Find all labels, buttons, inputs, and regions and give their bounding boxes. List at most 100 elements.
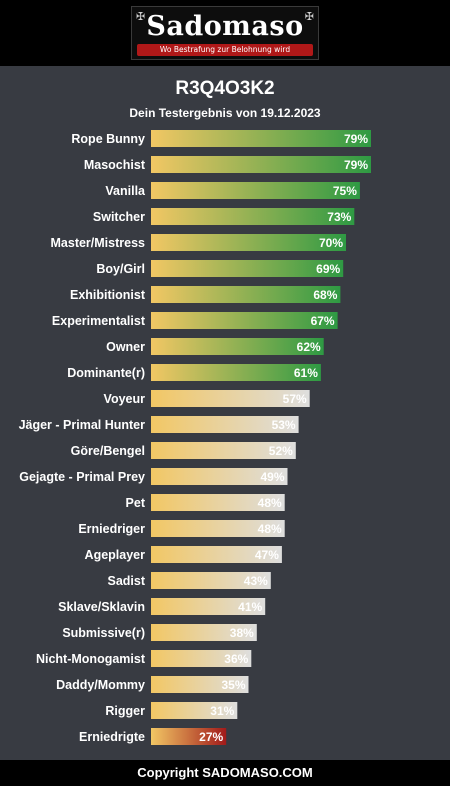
- value-label: 68%: [313, 288, 337, 302]
- category-label: Vanilla: [105, 184, 146, 198]
- chart-row: Sklave/Sklavin 41%: [58, 598, 266, 615]
- value-label: 69%: [316, 262, 340, 276]
- bar: [151, 286, 341, 303]
- bar: [151, 650, 252, 667]
- category-label: Sklave/Sklavin: [58, 600, 145, 614]
- copyright-footer: Copyright SADOMASO.COM: [0, 760, 450, 786]
- value-label: 70%: [319, 236, 343, 250]
- category-label: Göre/Bengel: [71, 444, 145, 458]
- category-label: Switcher: [93, 210, 145, 224]
- value-label: 43%: [244, 574, 268, 588]
- bar: [151, 338, 324, 355]
- category-label: Pet: [126, 496, 146, 510]
- chart-row: Erniedriger 48%: [78, 520, 285, 537]
- category-label: Gejagte - Primal Prey: [19, 470, 145, 484]
- category-label: Nicht-Monogamist: [36, 652, 146, 666]
- bar: [151, 546, 282, 563]
- category-label: Ageplayer: [85, 548, 146, 562]
- chart-row: Exhibitionist 68%: [70, 286, 341, 303]
- value-label: 67%: [311, 314, 335, 328]
- result-subtitle: Dein Testergebnis von 19.12.2023: [129, 106, 321, 120]
- value-label: 57%: [283, 392, 307, 406]
- chart-row: Rope Bunny 79%: [71, 130, 371, 147]
- value-label: 53%: [272, 418, 296, 432]
- value-label: 38%: [230, 626, 254, 640]
- chart-row: Erniedrigte 27%: [79, 728, 227, 745]
- category-label: Rope Bunny: [71, 132, 145, 146]
- category-label: Submissive(r): [62, 626, 145, 640]
- chart-row: Jäger - Primal Hunter 53%: [19, 416, 299, 433]
- bar: [151, 234, 346, 251]
- value-label: 61%: [294, 366, 318, 380]
- value-label: 41%: [238, 600, 262, 614]
- bar: [151, 598, 266, 615]
- bar: [151, 260, 344, 277]
- bar: [151, 520, 285, 537]
- value-label: 73%: [327, 210, 351, 224]
- category-label: Erniedriger: [78, 522, 145, 536]
- chart-row: Switcher 73%: [93, 208, 355, 225]
- chart-row: Ageplayer 47%: [85, 546, 282, 563]
- bar: [151, 572, 271, 589]
- value-label: 52%: [269, 444, 293, 458]
- value-label: 27%: [199, 730, 223, 744]
- value-label: 48%: [258, 496, 282, 510]
- site-logo[interactable]: ✠ ✠ Sadomaso Wo Bestrafung zur Belohnung…: [131, 6, 319, 60]
- bar: [151, 442, 296, 459]
- bar: [151, 130, 371, 147]
- bar: [151, 468, 288, 485]
- chart-row: Boy/Girl 69%: [96, 260, 344, 277]
- chart-row: Experimentalist 67%: [52, 312, 338, 329]
- chart-row: Owner 62%: [106, 338, 324, 355]
- value-label: 48%: [258, 522, 282, 536]
- maltese-cross-icon: ✠: [304, 10, 314, 23]
- category-label: Masochist: [84, 158, 146, 172]
- bar: [151, 156, 371, 173]
- bar: [151, 182, 360, 199]
- chart-row: Daddy/Mommy 35%: [56, 676, 249, 693]
- value-label: 47%: [255, 548, 279, 562]
- chart-row: Masochist 79%: [84, 156, 371, 173]
- value-label: 79%: [344, 158, 368, 172]
- value-label: 35%: [221, 678, 245, 692]
- bar: [151, 390, 310, 407]
- category-label: Master/Mistress: [51, 236, 146, 250]
- category-label: Voyeur: [104, 392, 146, 406]
- logo-text: Sadomaso: [146, 11, 304, 42]
- bar: [151, 624, 257, 641]
- site-header: ✠ ✠ Sadomaso Wo Bestrafung zur Belohnung…: [0, 0, 450, 66]
- result-title: R3Q4O3K2: [175, 78, 275, 99]
- chart-row: Master/Mistress 70%: [51, 234, 346, 251]
- value-label: 79%: [344, 132, 368, 146]
- bar: [151, 702, 238, 719]
- maltese-cross-icon: ✠: [136, 10, 146, 23]
- bar: [151, 364, 321, 381]
- value-label: 31%: [210, 704, 234, 718]
- category-label: Rigger: [105, 704, 145, 718]
- category-label: Erniedrigte: [79, 730, 145, 744]
- chart-row: Submissive(r) 38%: [62, 624, 257, 641]
- value-label: 75%: [333, 184, 357, 198]
- category-label: Daddy/Mommy: [56, 678, 145, 692]
- category-label: Boy/Girl: [96, 262, 145, 276]
- logo-tagline: Wo Bestrafung zur Belohnung wird: [137, 44, 313, 56]
- chart-row: Vanilla 75%: [105, 182, 360, 199]
- bar: [151, 208, 355, 225]
- chart-row: Nicht-Monogamist 36%: [36, 650, 252, 667]
- value-label: 49%: [260, 470, 284, 484]
- chart-row: Pet 48%: [126, 494, 285, 511]
- value-label: 36%: [224, 652, 248, 666]
- bar: [151, 494, 285, 511]
- bar: [151, 728, 227, 745]
- category-label: Dominante(r): [67, 366, 145, 380]
- bar: [151, 676, 249, 693]
- category-label: Experimentalist: [52, 314, 146, 328]
- chart-row: Sadist 43%: [107, 572, 271, 589]
- category-label: Owner: [106, 340, 145, 354]
- value-label: 62%: [297, 340, 321, 354]
- bar: [151, 416, 299, 433]
- chart-row: Dominante(r) 61%: [67, 364, 321, 381]
- chart-row: Göre/Bengel 52%: [71, 442, 296, 459]
- chart-row: Voyeur 57%: [104, 390, 310, 407]
